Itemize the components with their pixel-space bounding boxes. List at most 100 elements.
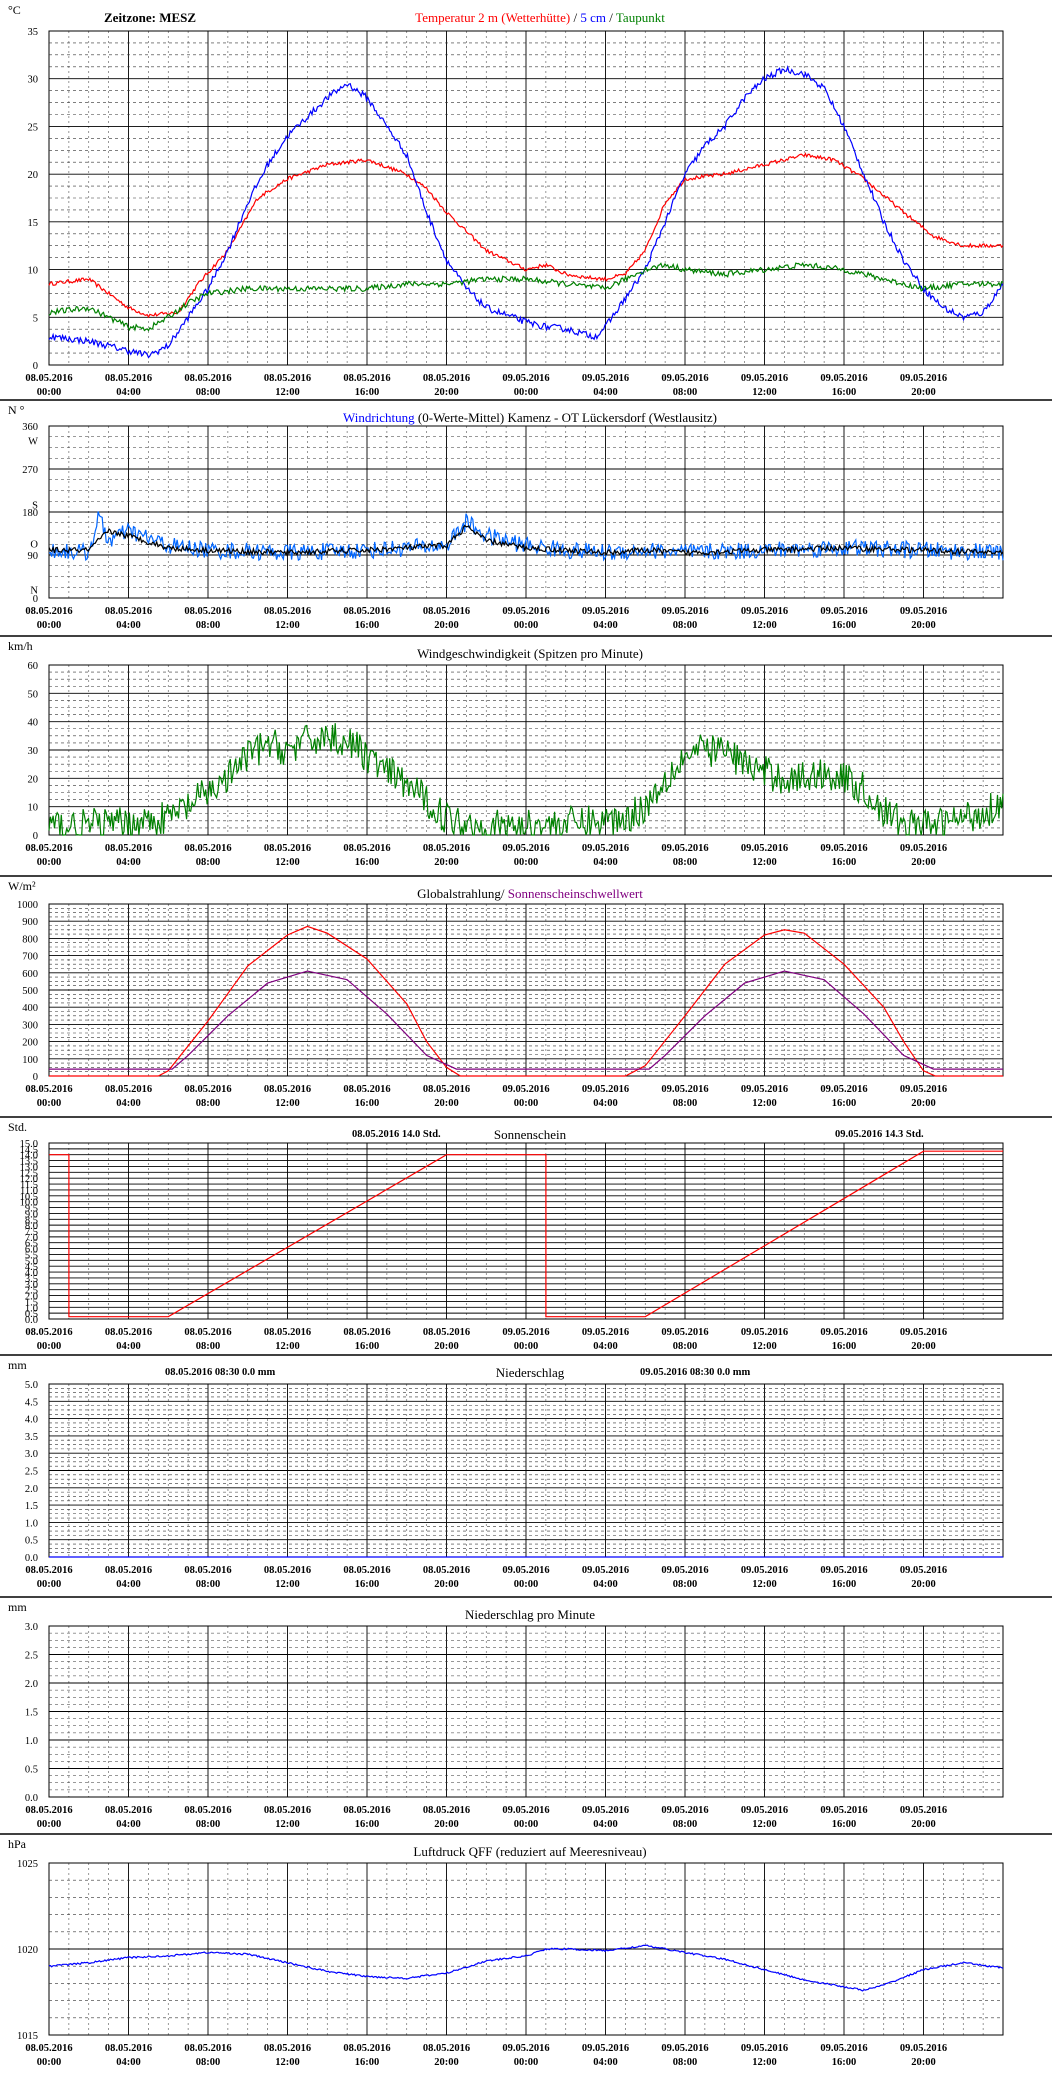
y-tick-label: 10.5 [20, 1192, 38, 1203]
x-tick-time: 08:00 [196, 387, 221, 398]
x-tick-date: 08.05.2016 [25, 606, 72, 617]
chart-title-part: Niederschlag [496, 1365, 565, 1380]
x-tick-date: 08.05.2016 [105, 1805, 152, 1816]
x-tick-time: 12:00 [752, 1098, 777, 1109]
panel-wind-speed: 0 10 20 30 40 50 60 km/h Windgeschwindigkeit (Sp… [0, 635, 1052, 868]
x-tick-time: 00:00 [37, 1341, 62, 1352]
x-tick-date: 09.05.2016 [900, 373, 947, 384]
y-tick-label: 4.5 [25, 1262, 38, 1273]
x-tick-date: 08.05.2016 [105, 843, 152, 854]
x-tick-time: 00:00 [37, 1579, 62, 1590]
x-tick-date: 09.05.2016 [661, 1084, 708, 1095]
x-tick-date: 08.05.2016 [264, 1327, 311, 1338]
x-tick-date: 08.05.2016 [343, 373, 390, 384]
y-tick-label: 600 [22, 969, 38, 980]
x-tick-time: 16:00 [355, 857, 380, 868]
chart-title: Sonnenschein [494, 1127, 567, 1142]
y-tick-label: 60 [28, 661, 39, 672]
chart-title: Niederschlag [496, 1365, 565, 1380]
x-tick-time: 08:00 [673, 1579, 698, 1590]
y-unit-label: km/h [8, 639, 33, 653]
series-line [48, 262, 1004, 332]
x-tick-date: 08.05.2016 [105, 373, 152, 384]
series-line [49, 1150, 1003, 1318]
y-tick-label: 5.5 [25, 1250, 38, 1261]
y-tick-label: 11.5 [20, 1180, 38, 1191]
x-tick-time: 16:00 [832, 1579, 857, 1590]
y-tick-label: 2.5 [25, 1467, 38, 1478]
x-tick-time: 08:00 [673, 1819, 698, 1830]
y-tick-label: 1000 [17, 900, 38, 911]
y-unit-label: hPa [8, 1837, 27, 1851]
y-tick-label: 5 [33, 313, 38, 324]
x-tick-date: 09.05.2016 [582, 2043, 629, 2054]
chart-title-part: Kamenz - OT Lückersdorf (Westlausitz) [504, 410, 717, 425]
y-tick-label: 300 [22, 1020, 38, 1031]
chart-title-part: Windrichtung [343, 410, 415, 425]
daily-total-note: 09.05.2016 08:30 0.0 mm [640, 1367, 750, 1378]
x-tick-time: 04:00 [593, 1819, 618, 1830]
x-tick-date: 09.05.2016 [661, 2043, 708, 2054]
x-tick-time: 08:00 [673, 2057, 698, 2068]
panel-sunshine: 0.00.51.01.52.02.53.03.54.04.55.05.56.06… [0, 1116, 1052, 1352]
x-tick-date: 09.05.2016 [741, 843, 788, 854]
x-tick-date: 09.05.2016 [582, 606, 629, 617]
y-unit-label: °C [8, 3, 21, 17]
y-tick-label: 0.5 [25, 1309, 38, 1320]
chart-title-part: (0-Werte-Mittel) [415, 410, 505, 425]
x-tick-date: 09.05.2016 [582, 1565, 629, 1576]
chart-title: Windrichtung (0-Werte-Mittel) Kamenz - O… [343, 410, 717, 425]
x-tick-date: 08.05.2016 [25, 843, 72, 854]
x-tick-time: 20:00 [434, 1579, 459, 1590]
y-tick-label: 400 [22, 1003, 38, 1014]
y-tick-label: 10 [28, 266, 39, 277]
x-tick-time: 04:00 [593, 1341, 618, 1352]
x-tick-time: 08:00 [196, 2057, 221, 2068]
x-tick-time: 16:00 [832, 387, 857, 398]
x-tick-date: 09.05.2016 [900, 1084, 947, 1095]
y-tick-label: 5.0 [25, 1380, 38, 1391]
x-tick-date: 09.05.2016 [820, 1327, 867, 1338]
x-tick-date: 08.05.2016 [25, 1805, 72, 1816]
x-tick-time: 08:00 [196, 620, 221, 631]
x-tick-date: 08.05.2016 [423, 2043, 470, 2054]
x-tick-date: 08.05.2016 [343, 1805, 390, 1816]
x-tick-time: 08:00 [673, 1341, 698, 1352]
x-tick-time: 12:00 [275, 620, 300, 631]
x-tick-date: 09.05.2016 [741, 373, 788, 384]
series-line [49, 970, 1003, 1070]
x-tick-time: 12:00 [752, 620, 777, 631]
chart-timezone: Zeitzone: MESZ [104, 10, 196, 25]
x-tick-date: 09.05.2016 [502, 2043, 549, 2054]
y-tick-label: 1.5 [25, 1708, 38, 1719]
y-tick-label: 0 [33, 1072, 38, 1083]
chart-title: Niederschlag pro Minute [465, 1607, 595, 1622]
y-tick-label: 4.0 [25, 1268, 38, 1279]
x-tick-date: 08.05.2016 [423, 1084, 470, 1095]
x-tick-date: 09.05.2016 [502, 1084, 549, 1095]
y-tick-label: 4.5 [25, 1397, 38, 1408]
x-tick-date: 09.05.2016 [502, 606, 549, 617]
panel-precipitation-minute: 0.0 0.5 1.0 1.5 2.0 2.5 3.0 mm Niederschlag pro … [0, 1596, 1052, 1830]
x-tick-time: 00:00 [514, 1579, 539, 1590]
x-tick-time: 16:00 [832, 620, 857, 631]
x-tick-time: 00:00 [514, 1819, 539, 1830]
x-tick-time: 08:00 [673, 387, 698, 398]
x-tick-date: 09.05.2016 [661, 1327, 708, 1338]
x-tick-date: 08.05.2016 [264, 606, 311, 617]
x-tick-date: 08.05.2016 [184, 1084, 231, 1095]
x-tick-date: 08.05.2016 [105, 606, 152, 617]
x-tick-time: 12:00 [275, 1341, 300, 1352]
x-tick-date: 09.05.2016 [900, 1565, 947, 1576]
y-tick-label: 14.5 [20, 1145, 38, 1156]
x-tick-time: 00:00 [514, 1098, 539, 1109]
y-tick-label: 11.0 [20, 1186, 38, 1197]
x-tick-date: 08.05.2016 [423, 1805, 470, 1816]
x-tick-time: 04:00 [593, 2057, 618, 2068]
y-tick-label: 0.0 [25, 1315, 38, 1326]
y-tick-label: 20 [28, 170, 39, 181]
y-tick-label: 800 [22, 934, 38, 945]
y-tick-label: 1025 [17, 1859, 38, 1870]
